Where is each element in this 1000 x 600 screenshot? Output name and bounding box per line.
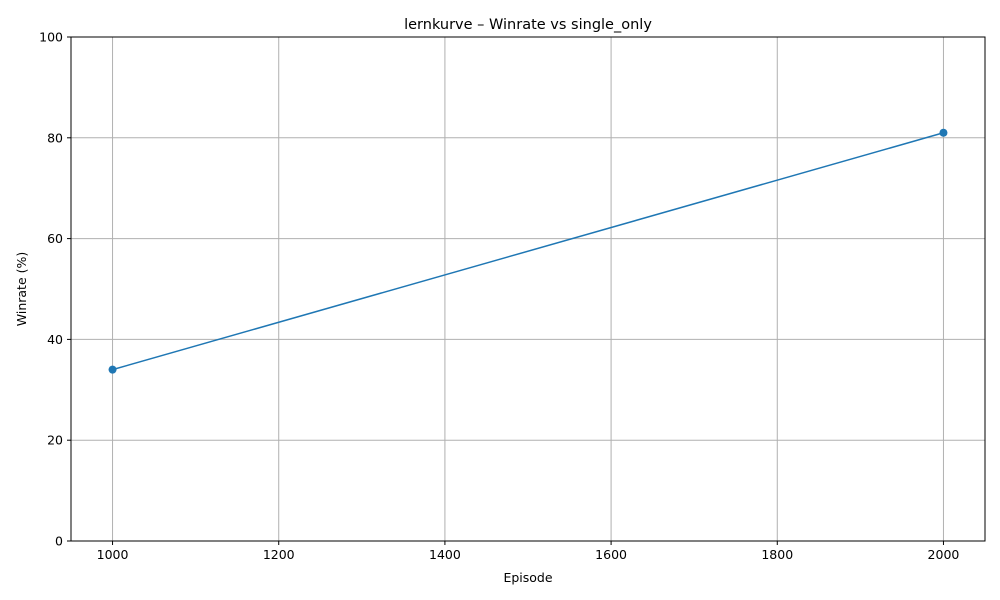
x-tick-label: 1800 (761, 547, 793, 562)
y-axis-label: Winrate (%) (14, 252, 29, 326)
y-tick-label: 0 (55, 534, 63, 549)
series-line (112, 132, 944, 371)
plot-area (108, 128, 948, 374)
y-tick-label: 80 (47, 130, 63, 145)
chart-title: lernkurve – Winrate vs single_only (404, 17, 652, 33)
data-point (939, 128, 948, 137)
y-tick-label: 20 (47, 433, 63, 448)
x-tick-label: 1200 (263, 547, 295, 562)
x-axis-label: Episode (503, 570, 552, 585)
y-tick-label: 100 (39, 30, 63, 45)
x-tick-label: 2000 (928, 547, 960, 562)
x-tick-label: 1600 (595, 547, 627, 562)
y-tick-label: 40 (47, 332, 63, 347)
data-point (108, 365, 117, 374)
x-tick-label: 1000 (97, 547, 129, 562)
y-tick-label: 60 (47, 231, 63, 246)
axis-ticks: 1000 1200 1400 1600 1800 2000 0 20 40 60 80 100 (39, 30, 959, 563)
plot-frame (70, 36, 986, 542)
x-tick-label: 1400 (429, 547, 461, 562)
